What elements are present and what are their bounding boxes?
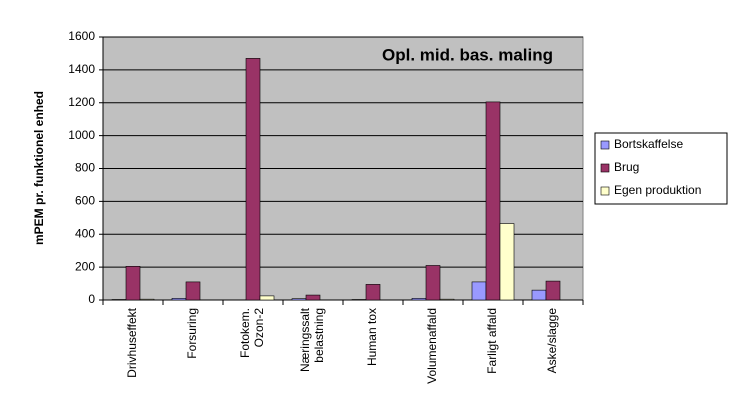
x-tick-label: Næringssaltbelastning xyxy=(298,307,326,372)
chart-title: Opl. mid. bas. maling xyxy=(382,45,553,64)
y-tick-label: 400 xyxy=(75,226,95,240)
legend-swatch xyxy=(600,186,610,196)
y-tick-label: 200 xyxy=(75,259,95,273)
x-tick-label-line: Ozon-2 xyxy=(252,308,266,348)
bar xyxy=(259,295,275,301)
legend-swatch xyxy=(600,163,610,173)
y-tick-label: 1600 xyxy=(68,29,95,43)
bar xyxy=(185,281,201,301)
y-tick-label: 800 xyxy=(75,161,95,175)
bar xyxy=(171,298,187,301)
bar xyxy=(545,280,561,301)
y-axis-title: mPEM pr. funktionel enhed xyxy=(32,91,46,245)
bar xyxy=(411,298,427,301)
bar xyxy=(485,101,501,301)
x-tick-label: Drivhuseffekt xyxy=(125,307,139,377)
legend-label: Egen produktion xyxy=(614,183,701,197)
x-tick-label: Forsuring xyxy=(185,308,199,359)
bar xyxy=(531,289,547,301)
bar xyxy=(139,298,155,301)
x-tick-label: Human tox xyxy=(365,308,379,366)
x-tick-label: Aske/slagge xyxy=(545,308,559,374)
x-tick-label-line: belastning xyxy=(312,308,326,363)
bar xyxy=(125,266,141,301)
y-tick-label: 0 xyxy=(88,292,95,306)
y-tick-label: 1400 xyxy=(68,62,95,76)
bar xyxy=(305,294,321,301)
bar xyxy=(365,284,381,301)
y-tick-label: 1000 xyxy=(68,128,95,142)
bar xyxy=(439,298,455,301)
legend-swatch xyxy=(600,140,610,150)
x-tick-label: Farligt affald xyxy=(485,308,499,374)
x-tick-label-line: Næringssalt xyxy=(298,307,312,372)
legend-label: Bortskaffelse xyxy=(614,137,683,151)
bar xyxy=(425,265,441,301)
bar xyxy=(245,58,261,301)
bar xyxy=(471,281,487,301)
bar xyxy=(499,223,515,301)
x-tick-label: Volumenaffald xyxy=(425,308,439,384)
y-tick-label: 1200 xyxy=(68,95,95,109)
legend xyxy=(594,132,728,205)
x-tick-label: Fotokem.Ozon-2 xyxy=(238,308,266,358)
x-tick-label-line: Fotokem. xyxy=(238,308,252,358)
legend-label: Brug xyxy=(614,160,639,174)
y-tick-label: 600 xyxy=(75,194,95,208)
bar xyxy=(291,298,307,301)
